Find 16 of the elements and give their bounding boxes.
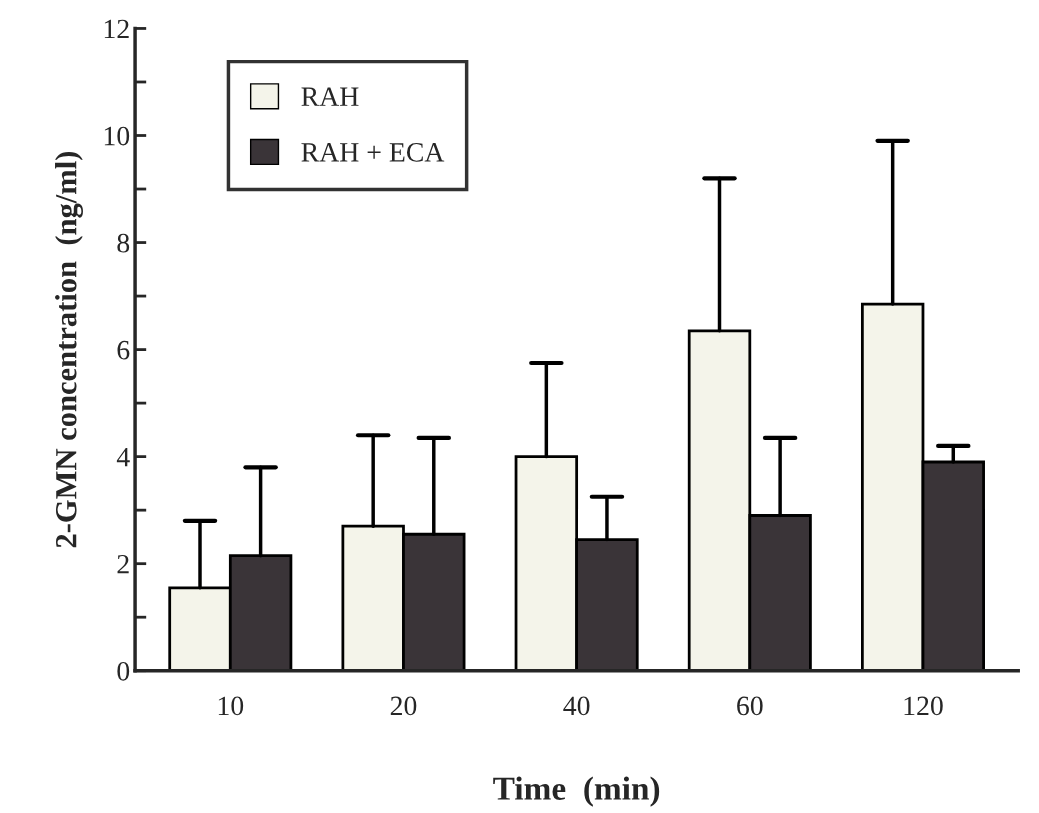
y-tick-label: 10 <box>104 126 130 146</box>
x-tick-label: 60 <box>737 696 763 716</box>
x-tick-label: 20 <box>390 696 417 716</box>
x-axis-title: Time (min) <box>493 776 660 807</box>
x-tick-label: 40 <box>563 696 590 716</box>
y-tick-label: 0 <box>117 661 130 681</box>
x-tick-label: 10 <box>218 696 244 716</box>
y-tick-label: 4 <box>116 447 130 467</box>
y-tick-label: 6 <box>117 340 130 360</box>
y-tick-label: 12 <box>104 19 129 39</box>
x-tick-label: 120 <box>904 696 943 716</box>
y-tick-label: 2 <box>117 554 129 574</box>
legend-label: RAH + ECA <box>301 143 445 162</box>
y-tick-label: 8 <box>117 233 130 253</box>
y-axis-title: 2-GMN concentration (ng/ml) <box>55 151 83 548</box>
legend-label: RAH <box>301 87 359 106</box>
